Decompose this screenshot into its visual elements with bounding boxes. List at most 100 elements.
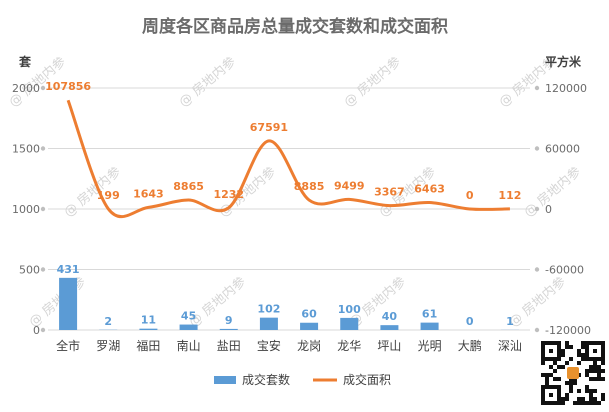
legend: 成交套数 成交面积 (214, 372, 391, 387)
line-data-label: 9499 (334, 179, 365, 192)
qr-module (553, 377, 557, 381)
qr-module (569, 345, 573, 349)
qr-module (593, 361, 597, 365)
qr-module (601, 369, 605, 373)
qr-module (541, 373, 545, 377)
qr-module (593, 389, 597, 393)
qr-module (573, 381, 577, 385)
y-left-tick-mark (40, 206, 46, 212)
x-tick-label: 盐田 (217, 339, 241, 353)
qr-module (601, 377, 605, 381)
y-left-unit-label: 套 (18, 54, 32, 69)
x-tick-label: 罗湖 (96, 338, 120, 353)
bar-data-label: 0 (466, 315, 474, 328)
y-right-tick-mark (534, 267, 540, 272)
qr-module (561, 397, 565, 401)
bar-data-label: 60 (301, 308, 317, 321)
y-right-tick-mark (534, 146, 540, 151)
qr-module (565, 381, 569, 385)
qr-module (581, 353, 585, 357)
qr-module (597, 373, 601, 377)
bar (380, 325, 399, 330)
bar-data-label: 1 (506, 315, 514, 328)
bar-data-label: 11 (141, 314, 156, 327)
qr-module (549, 365, 553, 369)
qr-module (593, 365, 597, 369)
watermark-text: @ 房地内参 (176, 54, 239, 111)
line-series: 107856 199 1643 8865 1232 67591 8885 9499 3367 64… (45, 80, 521, 219)
qr-module (553, 361, 557, 365)
qr-module (577, 349, 581, 353)
qr-module (593, 369, 597, 373)
bar (340, 317, 359, 330)
qr-module (569, 385, 573, 389)
line-data-label: 107856 (45, 80, 91, 93)
qr-module (601, 397, 605, 401)
y-right-tick-label: -60000 (545, 264, 584, 277)
qr-module (585, 385, 589, 389)
bar-data-label: 431 (57, 263, 80, 276)
bar (259, 317, 278, 330)
line-data-label: 112 (498, 189, 521, 202)
y-right-tick-label: 0 (545, 203, 552, 216)
qr-module (541, 361, 545, 365)
line-data-label: 8865 (173, 180, 204, 193)
line-data-label: 6463 (414, 182, 445, 195)
line-data-label: 1232 (213, 188, 244, 201)
line-data-label: 8885 (294, 180, 325, 193)
y-left-tick-label: 500 (19, 264, 40, 277)
y-right-axis: 120000 60000 0 -60000 -120000 (534, 82, 591, 337)
y-right-tick-mark (534, 206, 540, 212)
qr-module (589, 397, 593, 401)
y-left-axis: 2000 1500 1000 500 0 (12, 82, 46, 337)
qr-module (589, 377, 593, 381)
qr-module (589, 365, 593, 369)
qr-module (557, 365, 561, 369)
x-tick-label: 南山 (177, 338, 201, 353)
x-tick-label: 福田 (136, 338, 160, 353)
qr-module (581, 357, 585, 361)
x-tick-label: 龙岗 (297, 339, 321, 353)
y-left-tick-mark (40, 85, 46, 91)
qr-module (549, 373, 553, 377)
qr-finder-dot (549, 393, 553, 397)
qr-module (581, 401, 585, 405)
qr-module (581, 341, 585, 345)
qr-module (565, 393, 569, 397)
bar (219, 328, 238, 330)
qr-module (581, 397, 585, 401)
y-left-tick-mark (40, 327, 46, 333)
qr-module (577, 397, 581, 401)
y-left-tick-label: 2000 (12, 82, 40, 95)
qr-module (545, 377, 549, 381)
bar-data-label: 2 (104, 315, 112, 328)
legend-label-line: 成交面积 (343, 372, 391, 387)
qr-module (565, 345, 569, 349)
y-left-tick-label: 1500 (12, 143, 40, 156)
qr-module (553, 369, 557, 373)
qr-module (585, 369, 589, 373)
qr-module (585, 373, 589, 377)
qr-module (577, 353, 581, 357)
bar-data-label: 40 (382, 310, 398, 323)
qr-finder-dot (593, 349, 597, 353)
y-right-tick-mark (534, 327, 540, 333)
qr-module (569, 389, 573, 393)
qr-code-icon (541, 341, 605, 405)
x-tick-label: 大鹏 (458, 339, 482, 353)
bar (420, 322, 439, 330)
qr-module (573, 401, 577, 405)
qr-module (589, 393, 593, 397)
qr-module (577, 361, 581, 365)
qr-module (585, 401, 589, 405)
gridlines (48, 87, 530, 331)
watermark-text: @ 房地内参 (26, 274, 89, 331)
qr-module (601, 393, 605, 397)
bar (179, 324, 198, 330)
y-right-tick-label: -120000 (545, 324, 591, 337)
qr-module (597, 365, 601, 369)
qr-module (545, 381, 549, 385)
qr-finder-dot (549, 349, 553, 353)
